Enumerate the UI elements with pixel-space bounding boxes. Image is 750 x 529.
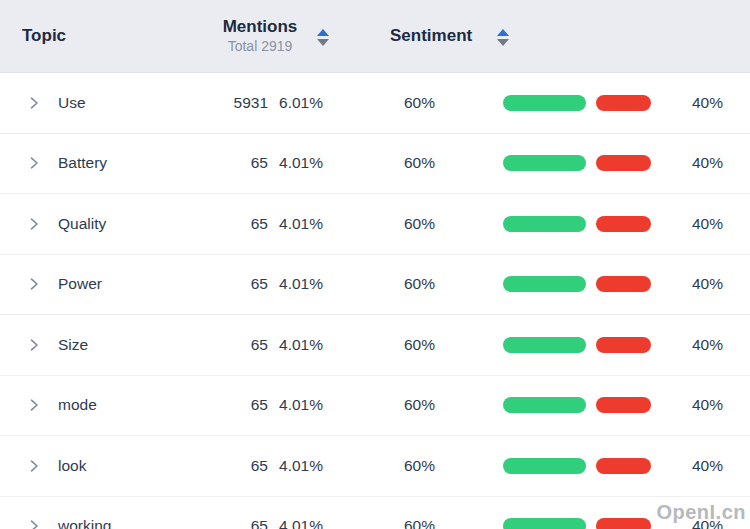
mentions-percentage: 4.01% bbox=[268, 154, 323, 172]
table-row[interactable]: Power 65 4.01% 60% 40% bbox=[0, 255, 750, 316]
mentions-count: 65 bbox=[208, 336, 268, 354]
negative-percentage-label: 40% bbox=[651, 517, 723, 529]
sort-ascending-icon bbox=[497, 29, 509, 36]
topic-name: Use bbox=[58, 94, 208, 112]
topic-name: Battery bbox=[58, 154, 208, 172]
positive-sentiment-bar bbox=[503, 337, 586, 353]
mentions-count: 65 bbox=[208, 215, 268, 233]
mentions-count: 65 bbox=[208, 457, 268, 475]
sort-ascending-icon bbox=[317, 29, 329, 36]
positive-percentage-label: 60% bbox=[323, 517, 435, 529]
positive-sentiment-bar bbox=[503, 95, 586, 111]
sentiment-bars bbox=[503, 216, 651, 232]
sentiment-bars bbox=[503, 95, 651, 111]
negative-percentage-label: 40% bbox=[651, 336, 723, 354]
positive-percentage-label: 60% bbox=[323, 396, 435, 414]
positive-percentage-label: 60% bbox=[323, 457, 435, 475]
topic-name: Quality bbox=[58, 215, 208, 233]
positive-percentage-label: 60% bbox=[323, 154, 435, 172]
negative-percentage-label: 40% bbox=[651, 457, 723, 475]
sentiment-bars bbox=[503, 337, 651, 353]
positive-sentiment-bar bbox=[503, 397, 586, 413]
mentions-count: 65 bbox=[208, 154, 268, 172]
negative-percentage-label: 40% bbox=[651, 215, 723, 233]
positive-sentiment-bar bbox=[503, 458, 586, 474]
mentions-percentage: 4.01% bbox=[268, 517, 323, 529]
mentions-percentage: 6.01% bbox=[268, 94, 323, 112]
topic-name: look bbox=[58, 457, 208, 475]
negative-percentage-label: 40% bbox=[651, 154, 723, 172]
topic-name: Size bbox=[58, 336, 208, 354]
chevron-right-icon[interactable] bbox=[28, 338, 40, 352]
negative-sentiment-bar bbox=[596, 216, 651, 232]
table-body: Use 5931 6.01% 60% 40% Battery 65 4.01% … bbox=[0, 73, 750, 529]
topics-sentiment-table: Topic Mentions Total 2919 Sentiment Use … bbox=[0, 0, 750, 529]
chevron-right-icon[interactable] bbox=[28, 459, 40, 473]
negative-percentage-label: 40% bbox=[651, 396, 723, 414]
sentiment-sort-button[interactable] bbox=[497, 29, 509, 46]
table-row[interactable]: Battery 65 4.01% 60% 40% bbox=[0, 134, 750, 195]
chevron-right-icon[interactable] bbox=[28, 96, 40, 110]
negative-sentiment-bar bbox=[596, 155, 651, 171]
positive-percentage-label: 60% bbox=[323, 94, 435, 112]
mentions-percentage: 4.01% bbox=[268, 396, 323, 414]
sort-descending-icon bbox=[497, 39, 509, 46]
chevron-right-icon[interactable] bbox=[28, 519, 40, 529]
table-row[interactable]: mode 65 4.01% 60% 40% bbox=[0, 376, 750, 437]
chevron-right-icon[interactable] bbox=[28, 217, 40, 231]
mentions-column-header: Mentions Total 2919 bbox=[208, 0, 312, 72]
negative-percentage-label: 40% bbox=[651, 275, 723, 293]
mentions-count: 65 bbox=[208, 275, 268, 293]
sentiment-bars bbox=[503, 458, 651, 474]
sentiment-bars bbox=[503, 397, 651, 413]
chevron-right-icon[interactable] bbox=[28, 398, 40, 412]
topic-name: Power bbox=[58, 275, 208, 293]
positive-sentiment-bar bbox=[503, 518, 586, 529]
negative-percentage-label: 40% bbox=[651, 94, 723, 112]
chevron-right-icon[interactable] bbox=[28, 156, 40, 170]
negative-sentiment-bar bbox=[596, 337, 651, 353]
mentions-count: 5931 bbox=[208, 94, 268, 112]
table-row[interactable]: working 65 4.01% 60% 40% bbox=[0, 497, 750, 529]
mentions-sort-button[interactable] bbox=[317, 29, 329, 46]
sentiment-column-header: Sentiment bbox=[390, 0, 472, 72]
sentiment-bars bbox=[503, 155, 651, 171]
table-row[interactable]: Size 65 4.01% 60% 40% bbox=[0, 315, 750, 376]
mentions-percentage: 4.01% bbox=[268, 336, 323, 354]
mentions-count: 65 bbox=[208, 396, 268, 414]
sentiment-bars bbox=[503, 276, 651, 292]
sort-descending-icon bbox=[317, 39, 329, 46]
positive-sentiment-bar bbox=[503, 216, 586, 232]
mentions-count: 65 bbox=[208, 517, 268, 529]
sentiment-bars bbox=[503, 518, 651, 529]
topic-name: mode bbox=[58, 396, 208, 414]
positive-sentiment-bar bbox=[503, 276, 586, 292]
table-row[interactable]: look 65 4.01% 60% 40% bbox=[0, 436, 750, 497]
mentions-percentage: 4.01% bbox=[268, 457, 323, 475]
negative-sentiment-bar bbox=[596, 397, 651, 413]
topic-name: working bbox=[58, 517, 208, 529]
negative-sentiment-bar bbox=[596, 95, 651, 111]
negative-sentiment-bar bbox=[596, 518, 651, 529]
positive-sentiment-bar bbox=[503, 155, 586, 171]
negative-sentiment-bar bbox=[596, 276, 651, 292]
table-row[interactable]: Quality 65 4.01% 60% 40% bbox=[0, 194, 750, 255]
mentions-total-label: Total 2919 bbox=[228, 37, 293, 56]
positive-percentage-label: 60% bbox=[323, 275, 435, 293]
topic-column-header: Topic bbox=[22, 0, 66, 72]
table-row[interactable]: Use 5931 6.01% 60% 40% bbox=[0, 73, 750, 134]
mentions-header-label: Mentions bbox=[223, 16, 298, 37]
mentions-percentage: 4.01% bbox=[268, 275, 323, 293]
table-header: Topic Mentions Total 2919 Sentiment bbox=[0, 0, 750, 73]
negative-sentiment-bar bbox=[596, 458, 651, 474]
chevron-right-icon[interactable] bbox=[28, 277, 40, 291]
positive-percentage-label: 60% bbox=[323, 336, 435, 354]
mentions-percentage: 4.01% bbox=[268, 215, 323, 233]
positive-percentage-label: 60% bbox=[323, 215, 435, 233]
